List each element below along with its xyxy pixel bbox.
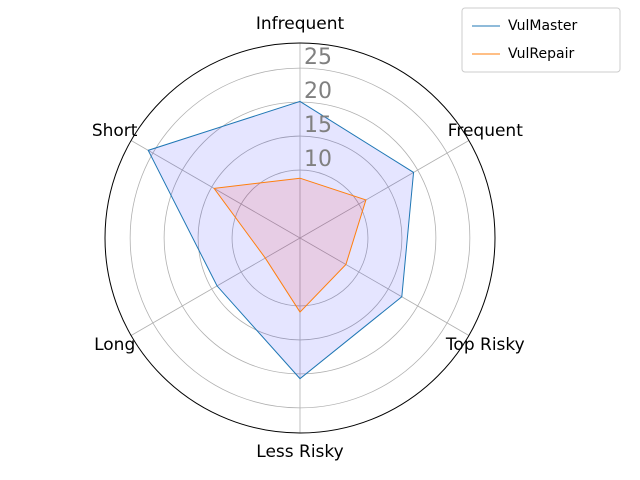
legend-label: VulMaster	[508, 18, 577, 34]
grid-spoke	[130, 237, 301, 336]
category-label: Frequent	[448, 121, 523, 141]
series-line	[147, 100, 415, 380]
category-label: Top Risky	[445, 335, 525, 355]
series-line	[213, 177, 367, 313]
series-area	[148, 101, 414, 379]
grid-spoke	[299, 237, 470, 336]
r-tick-label: 20	[304, 79, 332, 104]
grid-spoke	[130, 140, 301, 239]
series-area	[214, 178, 366, 313]
frame	[104, 42, 496, 434]
legend-label: VulRepair	[508, 46, 574, 62]
legend-box	[461, 7, 621, 73]
category-label: Long	[94, 335, 135, 355]
r-tick-label: 25	[304, 45, 332, 70]
r-tick-label: 10	[304, 147, 332, 172]
grid-spoke	[299, 140, 470, 239]
category-label: Short	[92, 121, 138, 141]
category-label: Infrequent	[256, 14, 345, 34]
category-label: Less Risky	[256, 442, 343, 462]
r-tick-label: 15	[304, 113, 332, 138]
